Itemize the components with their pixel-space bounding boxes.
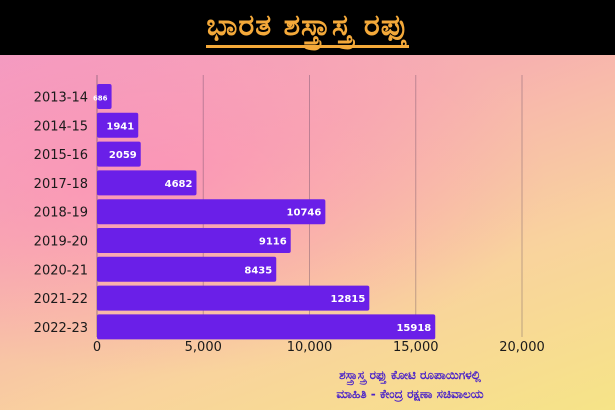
- bar: [97, 112, 139, 138]
- x-tick-label: 5,000: [185, 340, 222, 355]
- category-label: 2019-20: [34, 235, 88, 250]
- category-label: 2018-19: [34, 206, 88, 221]
- x-tick-label: 10,000: [287, 340, 333, 355]
- bar: [97, 256, 277, 282]
- bar: [97, 199, 326, 225]
- chart-caption: ಶಸ್ತ್ರಾಸ್ತ್ರ ರಫ್ತು ಕೋಟಿ ರೂಪಾಯಿಗಳಲ್ಲಿ ಮಾಹ…: [270, 366, 550, 404]
- caption-source-note: ಮಾಹಿತಿ - ಕೇಂದ್ರ ರಕ್ಷಣಾ ಸಚಿವಾಲಯ: [336, 387, 484, 401]
- bar-chart: 686 2013-14 1941 2014-15 2059 2015-16 4682 2017…: [34, 75, 545, 355]
- title-banner: ಭಾರತ ಶಸ್ತ್ರಾಸ್ತ್ರ ರಫ್ತು: [0, 0, 615, 55]
- bar-value-label: 15918: [396, 323, 431, 334]
- bar-value-label: 12815: [331, 294, 366, 305]
- bar: [97, 84, 112, 109]
- bar-value-label: 4682: [165, 179, 193, 190]
- category-label: 2021-22: [34, 292, 88, 307]
- bar: [97, 285, 370, 311]
- bar-value-label: 1941: [106, 121, 134, 132]
- category-label: 2022-23: [34, 321, 88, 336]
- bar-value-label: 8435: [244, 265, 272, 276]
- x-tick-label: 15,000: [393, 340, 439, 355]
- x-tick-label: 20,000: [499, 340, 545, 355]
- category-label: 2020-21: [34, 263, 88, 278]
- bar: [97, 314, 436, 340]
- page-title: ಭಾರತ ಶಸ್ತ್ರಾಸ್ತ್ರ ರಫ್ತು: [206, 8, 409, 48]
- bar-value-label: 686: [93, 95, 108, 103]
- bar-value-label: 2059: [109, 150, 137, 161]
- bar: [97, 228, 291, 253]
- bar-value-label: 10746: [287, 208, 322, 219]
- bar: [97, 170, 197, 196]
- caption-unit-note: ಶಸ್ತ್ರಾಸ್ತ್ರ ರಫ್ತು ಕೋಟಿ ರೂಪಾಯಿಗಳಲ್ಲಿ: [339, 368, 481, 382]
- category-label: 2015-16: [34, 148, 88, 163]
- bar-value-label: 9116: [259, 237, 287, 248]
- category-label: 2013-14: [34, 91, 88, 106]
- category-label: 2017-18: [34, 177, 88, 192]
- x-tick-label: 0: [93, 340, 101, 355]
- category-label: 2014-15: [34, 119, 88, 134]
- bar: [97, 141, 141, 167]
